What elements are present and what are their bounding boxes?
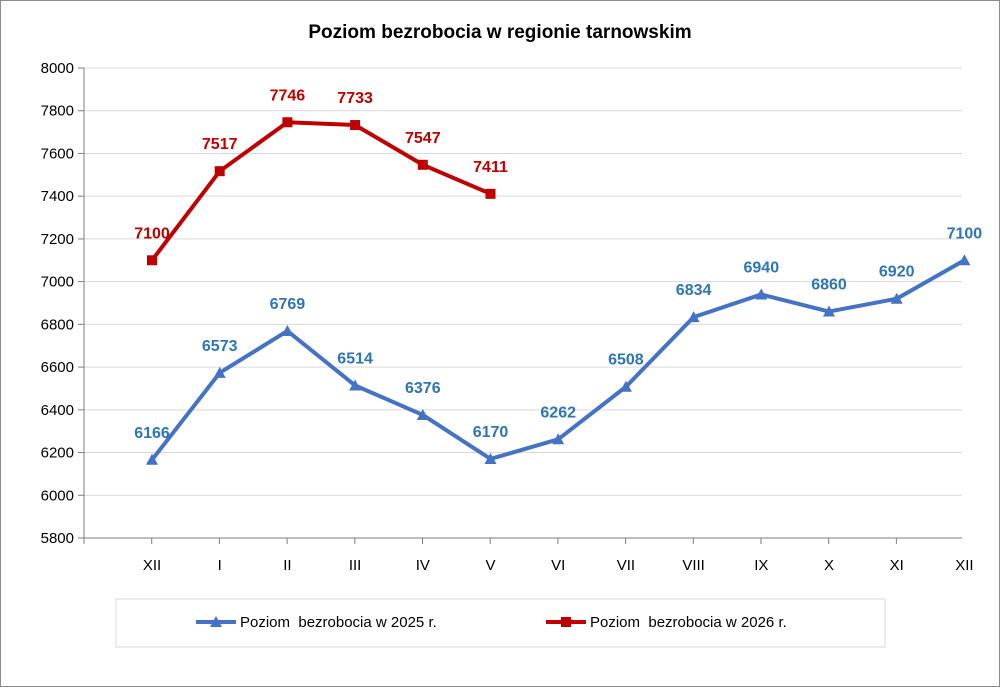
data-label: 7100 — [947, 225, 983, 242]
x-tick-label: IX — [754, 557, 768, 574]
y-tick-label: 5800 — [41, 530, 74, 547]
data-label: 7517 — [202, 136, 238, 153]
data-point-marker — [958, 254, 971, 266]
y-tick-label: 6800 — [41, 316, 74, 333]
legend: Poziom bezrobocia w 2025 r. Poziom bezrob… — [115, 598, 886, 648]
x-tick-label: XI — [890, 557, 904, 574]
y-tick-label: 7600 — [41, 145, 74, 162]
data-point-marker — [485, 188, 496, 199]
x-tick-label: VI — [551, 557, 565, 574]
data-label: 6376 — [405, 380, 441, 397]
y-tick-label: 7400 — [41, 188, 74, 205]
y-tick-label: 7000 — [41, 274, 74, 291]
axes — [78, 67, 962, 544]
x-tick-label: X — [824, 557, 834, 574]
data-label: 7547 — [405, 130, 441, 147]
chart-title: Poziom bezrobocia w regionie tarnowskim — [308, 22, 691, 43]
gridlines — [84, 67, 962, 496]
data-labels: 6166 6573 6769 6514 6376 6170 6262 6508 6834 6940… — [134, 87, 982, 442]
data-label: 6166 — [134, 425, 170, 442]
x-tick-label: XII — [955, 557, 973, 574]
data-label: 7411 — [473, 159, 508, 176]
data-point-marker — [755, 288, 768, 300]
data-label: 6573 — [202, 338, 238, 355]
data-point-marker — [417, 159, 428, 170]
y-tick-label: 6000 — [41, 487, 74, 504]
x-axis-ticks: XII I II III IV V VI VII VIII IX X XI XII — [143, 557, 974, 574]
data-label: 6940 — [744, 259, 780, 276]
data-point-marker — [147, 255, 157, 266]
data-point-marker — [349, 379, 362, 391]
series-group — [146, 117, 971, 465]
data-label: 6834 — [676, 282, 712, 299]
data-label: 7100 — [134, 225, 170, 242]
data-point-marker — [687, 311, 700, 323]
y-axis-ticks: 5800 6000 6200 6400 6600 6800 7000 7200 7400 7600… — [41, 60, 74, 547]
data-label: 6262 — [540, 404, 576, 421]
x-tick-label: II — [283, 557, 291, 574]
y-tick-label: 6600 — [41, 359, 74, 376]
legend-box — [115, 598, 886, 648]
y-tick-label: 8000 — [41, 60, 74, 77]
x-tick-label: V — [485, 557, 495, 574]
y-tick-label: 7200 — [41, 231, 74, 248]
x-tick-label: I — [218, 557, 222, 574]
data-point-marker — [213, 366, 226, 378]
data-point-marker — [214, 166, 225, 177]
data-point-marker — [823, 305, 835, 317]
data-label: 6508 — [608, 352, 644, 369]
data-point-marker — [484, 452, 497, 464]
legend-label-1: Poziom bezrobocia w 2025 r. — [240, 614, 437, 631]
data-label: 6170 — [473, 424, 509, 441]
x-tick-label: III — [349, 557, 362, 574]
legend-label-2: Poziom bezrobocia w 2026 r. — [590, 614, 787, 631]
data-label: 7733 — [337, 90, 373, 107]
data-point-marker — [552, 433, 565, 445]
data-label: 7746 — [270, 87, 306, 104]
y-tick-label: 7800 — [41, 103, 74, 120]
data-point-marker — [282, 117, 293, 128]
y-tick-label: 6200 — [41, 445, 74, 462]
legend-marker-1 — [210, 616, 222, 627]
data-point-marker — [350, 120, 361, 131]
x-tick-label: VIII — [682, 557, 705, 574]
data-point-marker — [281, 324, 294, 336]
x-tick-label: XII — [143, 557, 161, 574]
data-point-marker — [416, 408, 429, 420]
data-point-marker — [146, 453, 158, 465]
data-point-marker — [619, 380, 632, 392]
x-tick-label: VII — [617, 557, 635, 574]
data-label: 6514 — [337, 350, 373, 367]
y-tick-label: 6400 — [41, 402, 74, 419]
series-line-2 — [150, 120, 492, 262]
data-label: 6769 — [270, 296, 306, 313]
legend-marker-2 — [561, 617, 571, 627]
x-tick-label: IV — [416, 557, 430, 574]
data-point-marker — [890, 292, 903, 304]
data-label: 6920 — [879, 264, 915, 281]
data-label: 6860 — [811, 277, 847, 294]
